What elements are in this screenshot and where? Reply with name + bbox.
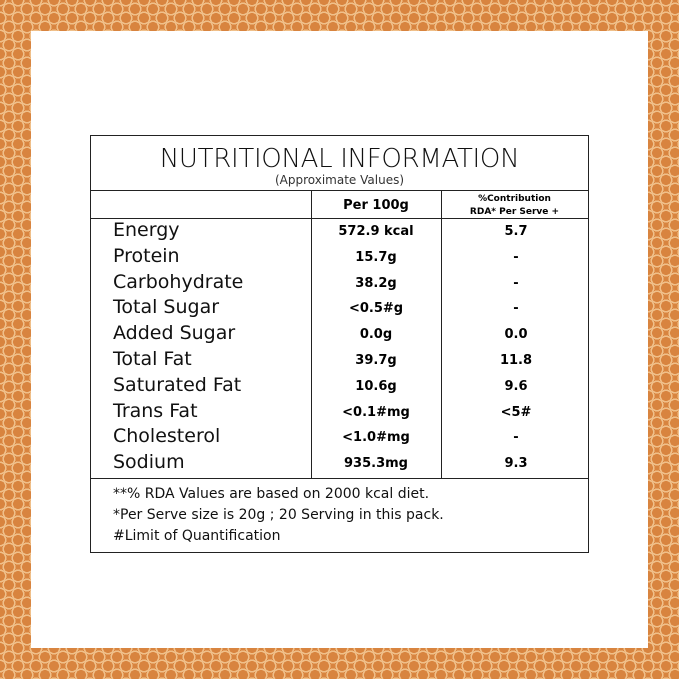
nutrient-name: Total Fat: [113, 348, 192, 370]
rule: [441, 190, 442, 478]
nutrient-name: Saturated Fat: [113, 373, 242, 396]
nutrient-name: Carbohydrate: [113, 270, 244, 293]
title: NUTRITIONAL INFORMATION: [159, 144, 520, 174]
column-header: RDA* Per Serve +: [469, 207, 560, 217]
rda-value: -: [513, 249, 519, 265]
per-100g-value: <0.5#g: [348, 301, 404, 317]
per-100g-value: 15.7g: [355, 249, 397, 265]
nutrient-name: Cholesterol: [113, 425, 221, 448]
footnote: *Per Serve size is 20g ; 20 Serving in t…: [113, 507, 444, 523]
panel: NUTRITIONAL INFORMATION (Approximate Val…: [31, 31, 648, 648]
nutrient-name: Sodium: [113, 451, 185, 474]
rda-value: -: [513, 301, 519, 317]
per-100g-value: 935.3mg: [344, 456, 408, 472]
rule: [311, 190, 312, 478]
rule: [91, 190, 588, 191]
footnote: #Limit of Quantification: [113, 528, 281, 544]
per-100g-value: 39.7g: [355, 353, 397, 368]
nutrition-table: NUTRITIONAL INFORMATION (Approximate Val…: [90, 135, 589, 553]
rule: [91, 218, 588, 219]
rda-value: 0.0: [504, 327, 528, 343]
rule: [91, 478, 588, 479]
per-100g-value: <1.0#mg: [342, 430, 410, 446]
rda-value: 11.8: [499, 353, 533, 368]
per-100g-value: 38.2g: [355, 275, 397, 291]
rda-value: -: [513, 430, 519, 446]
nutrient-name: Trans Fat: [113, 399, 198, 422]
per-100g-value: 0.0g: [359, 327, 393, 343]
nutrient-name: Added Sugar: [113, 322, 236, 345]
per-100g-value: 572.9 kcal: [338, 224, 414, 239]
rda-value: 5.7: [504, 224, 528, 239]
nutrient-name: Energy: [113, 219, 180, 241]
nutrient-name: Total Sugar: [113, 296, 220, 319]
per-100g-value: <0.1#mg: [342, 404, 410, 420]
column-header: Per 100g: [343, 198, 409, 213]
nutrient-name: Protein: [113, 244, 180, 267]
per-100g-value: 10.6g: [355, 378, 397, 394]
rda-value: 9.3: [504, 456, 528, 472]
rda-value: -: [513, 275, 519, 291]
subtitle: (Approximate Values): [274, 173, 405, 187]
rda-value: <5#: [500, 404, 532, 420]
rda-value: 9.6: [504, 378, 528, 394]
column-header: %Contribution: [478, 194, 551, 204]
footnote: **% RDA Values are based on 2000 kcal di…: [113, 486, 430, 502]
